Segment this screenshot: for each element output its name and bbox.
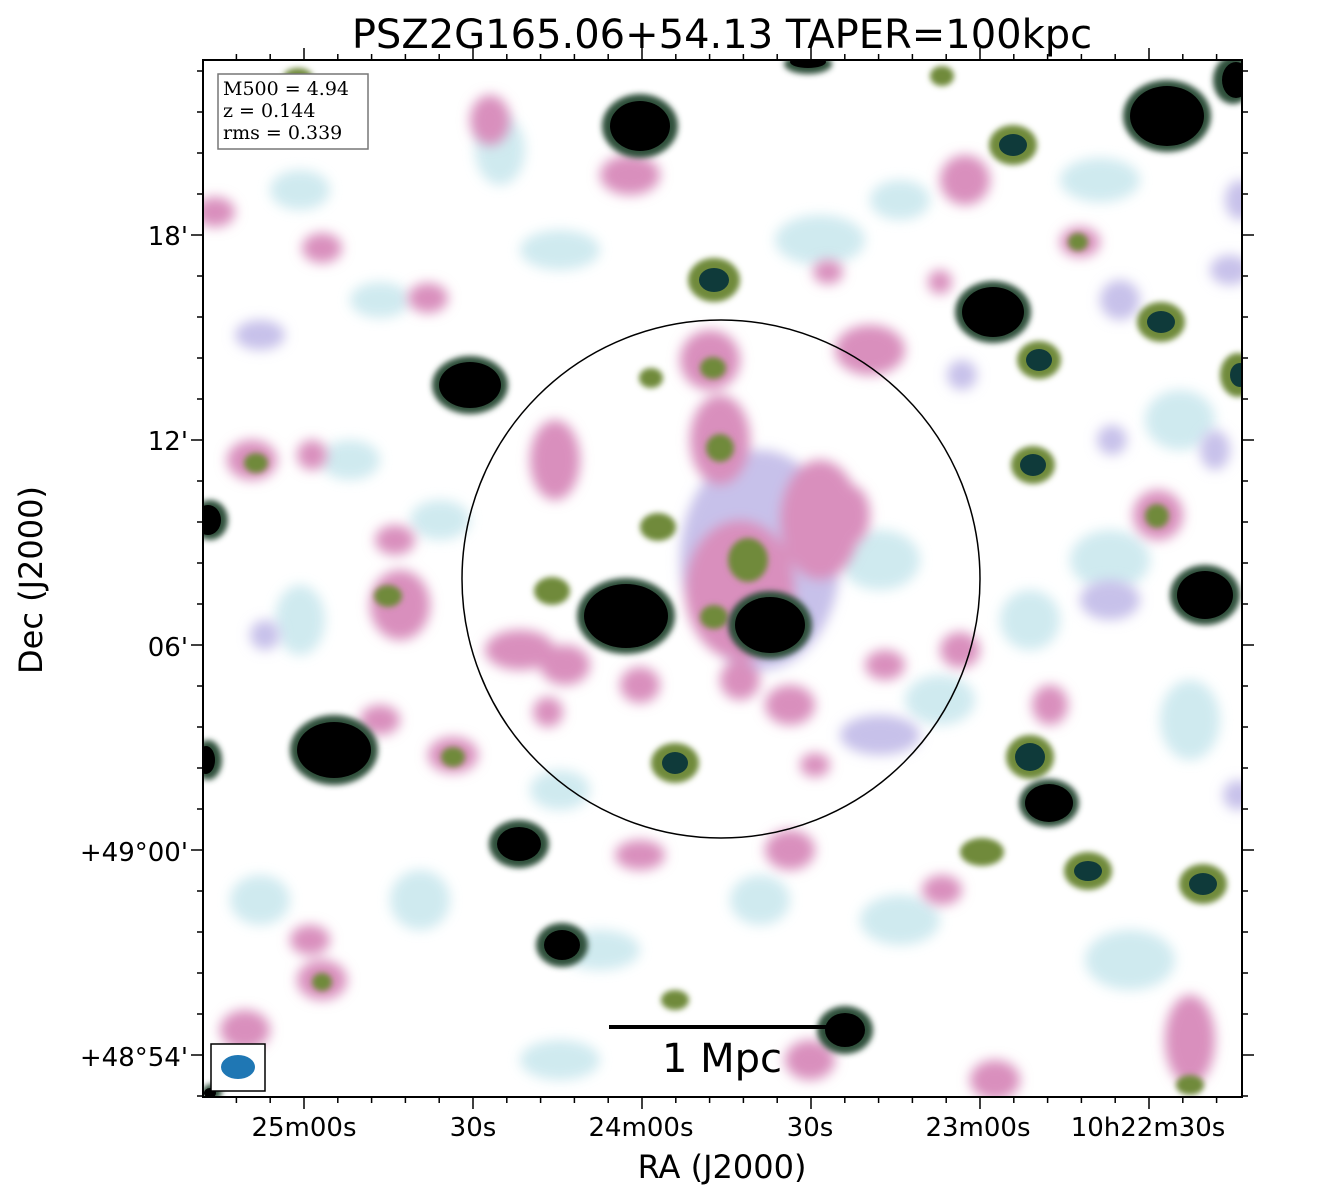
source-4 bbox=[989, 125, 1037, 165]
y-tick-label: +49°00' bbox=[80, 838, 188, 868]
source-18 bbox=[651, 743, 699, 783]
beam-ellipse bbox=[221, 1055, 255, 1079]
redshift-text: z = 0.144 bbox=[223, 100, 315, 122]
source-5 bbox=[688, 258, 740, 302]
source-9 bbox=[1220, 353, 1242, 397]
image-area bbox=[203, 60, 1242, 1097]
source-1 bbox=[602, 94, 678, 158]
aperture-circle bbox=[461, 319, 981, 839]
source-13 bbox=[577, 578, 675, 654]
source-3 bbox=[1213, 60, 1242, 104]
source-24 bbox=[536, 923, 588, 967]
y-tick-label: +48°54' bbox=[80, 1043, 188, 1073]
source-2 bbox=[1123, 80, 1211, 152]
tick-marks bbox=[191, 48, 1254, 1109]
source-7 bbox=[1137, 302, 1185, 342]
source-21 bbox=[489, 820, 549, 868]
source-14 bbox=[728, 591, 812, 659]
y-tick-label: 06' bbox=[148, 633, 188, 663]
source-23 bbox=[1179, 864, 1227, 904]
x-tick-label: 30s bbox=[787, 1113, 834, 1143]
source-25 bbox=[817, 1006, 873, 1054]
scale-bar-label: 1 Mpc bbox=[662, 1036, 782, 1082]
y-tick-label: 12' bbox=[148, 427, 188, 457]
scale-bar: 1 Mpc bbox=[609, 1025, 838, 1082]
source-26 bbox=[784, 60, 832, 74]
x-tick-label: 24m00s bbox=[588, 1113, 693, 1143]
y-tick-labels: 18' 12' 06' +49°00' +48°54' bbox=[80, 222, 188, 1073]
x-tick-label: 10h22m30s bbox=[1071, 1113, 1226, 1143]
m500-text: M500 = 4.94 bbox=[223, 78, 349, 100]
source-6 bbox=[955, 281, 1031, 343]
y-tick-label: 18' bbox=[148, 222, 188, 252]
source-12 bbox=[203, 500, 228, 540]
source-10 bbox=[432, 356, 508, 414]
x-tick-label: 25m00s bbox=[251, 1113, 356, 1143]
info-box: M500 = 4.94 z = 0.144 rms = 0.339 bbox=[217, 73, 369, 150]
source-17 bbox=[203, 740, 222, 780]
x-tick-label: 23m00s bbox=[925, 1113, 1030, 1143]
point-sources bbox=[203, 60, 1242, 1097]
x-tick-label: 30s bbox=[450, 1113, 497, 1143]
source-11 bbox=[1011, 446, 1055, 484]
x-axis-label: RA (J2000) bbox=[638, 1148, 807, 1186]
source-16 bbox=[290, 715, 378, 785]
x-tick-labels: 25m00s 30s 24m00s 30s 23m00s 10h22m30s bbox=[251, 1113, 1225, 1143]
source-22 bbox=[1064, 852, 1112, 890]
y-axis-label: Dec (J2000) bbox=[12, 486, 50, 674]
axes-frame bbox=[202, 59, 1243, 1098]
rms-text: rms = 0.339 bbox=[223, 122, 342, 144]
beam-box bbox=[210, 1043, 266, 1092]
figure-title: PSZ2G165.06+54.13 TAPER=100kpc bbox=[352, 12, 1092, 58]
source-15 bbox=[1170, 565, 1240, 625]
source-20 bbox=[1019, 779, 1079, 827]
source-8 bbox=[1017, 341, 1061, 379]
source-19 bbox=[1006, 735, 1054, 779]
